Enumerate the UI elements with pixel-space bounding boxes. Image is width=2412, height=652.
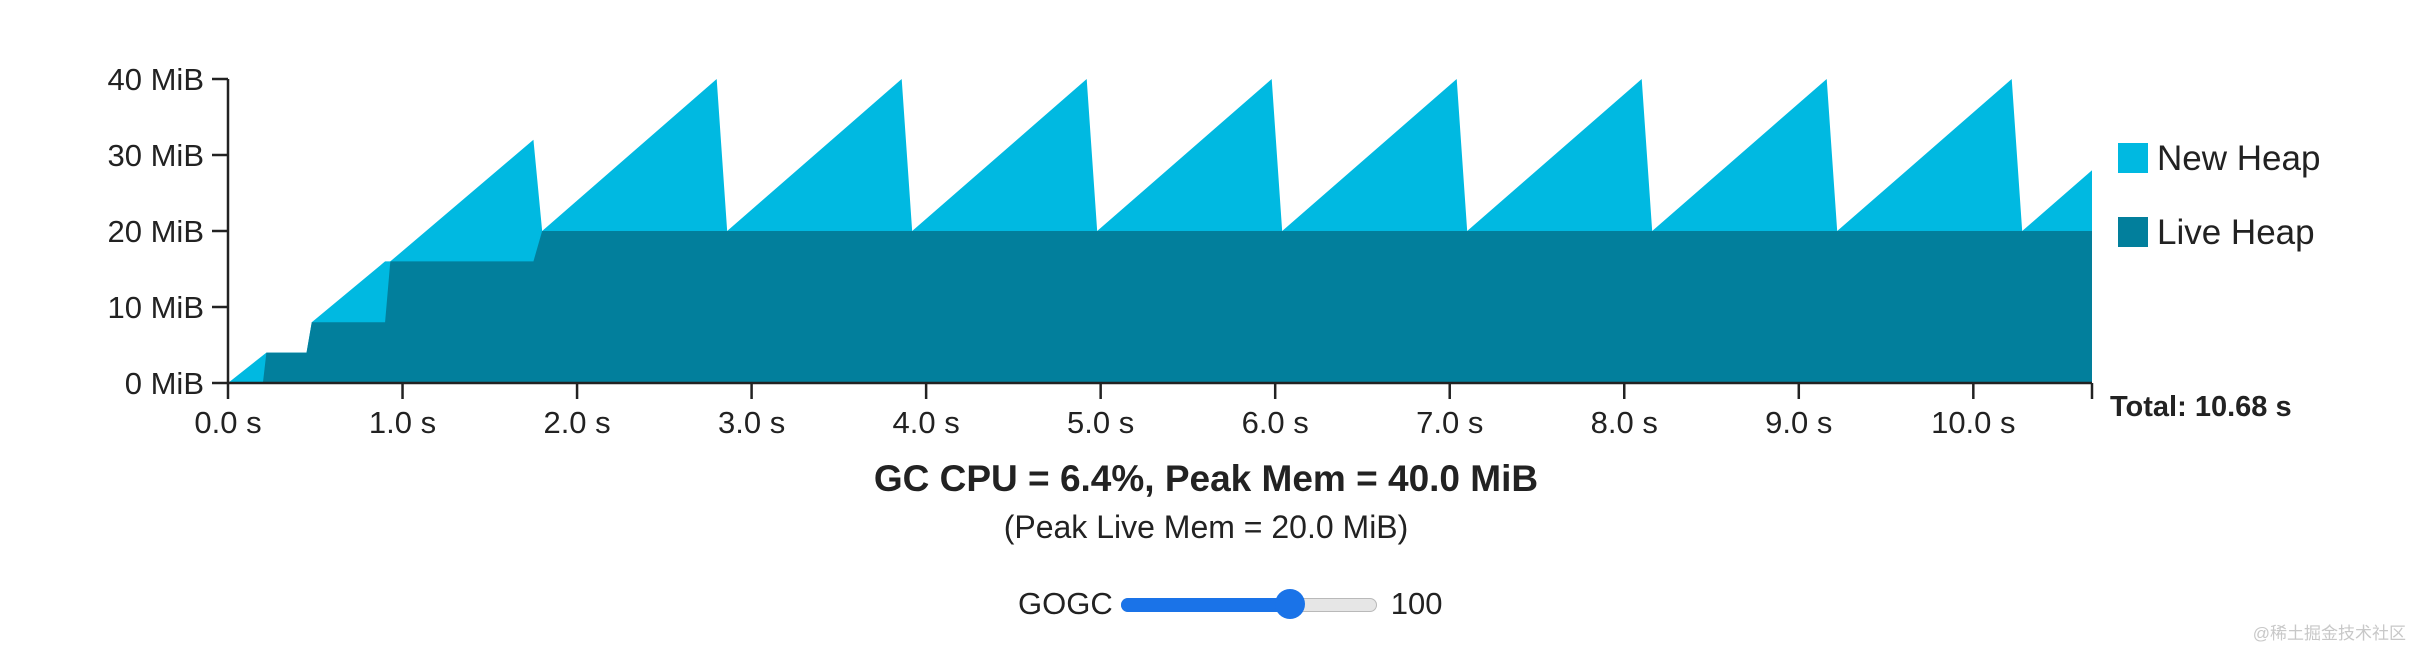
gogc-label: GOGC: [1018, 586, 1113, 621]
y-tick-label: 40 MiB: [108, 62, 204, 97]
legend-swatch-new-heap: [2118, 143, 2148, 173]
x-tick-label: 2.0 s: [543, 405, 610, 440]
heap-chart: 0 MiB 10 MiB 20 MiB 30 MiB 40 MiB 0.0 s 1.0 s…: [108, 62, 2321, 440]
y-axis: 0 MiB 10 MiB 20 MiB 30 MiB 40 MiB: [108, 62, 230, 401]
live-heap-area: [228, 231, 2092, 383]
y-tick-label: 10 MiB: [108, 290, 204, 325]
watermark: @稀土掘金技术社区: [2252, 624, 2406, 643]
gogc-slider-thumb[interactable]: [1274, 589, 1305, 619]
x-axis: 0.0 s 1.0 s 2.0 s 3.0 s 4.0 s 5.0 s 6.0 s 7.0 s…: [194, 381, 2094, 440]
x-tick-label: 0.0 s: [194, 405, 261, 440]
gogc-control: GOGC 100: [1018, 582, 1442, 626]
x-tick-label: 4.0 s: [893, 405, 960, 440]
total-time-label: Total: 10.68 s: [2110, 391, 2292, 423]
y-tick-label: 20 MiB: [108, 214, 204, 249]
plot-areas: [228, 79, 2092, 383]
peak-live-mem-summary: (Peak Live Mem = 20.0 MiB): [1003, 509, 1409, 545]
gc-summary: GC CPU = 6.4%, Peak Mem = 40.0 MiB: [873, 458, 1539, 499]
legend-label-live-heap: Live Heap: [2157, 213, 2315, 252]
x-tick-label: 9.0 s: [1765, 405, 1832, 440]
gogc-value: 100: [1390, 586, 1443, 621]
y-tick-label: 30 MiB: [108, 138, 204, 173]
x-tick-label: 3.0 s: [718, 405, 785, 440]
y-tick-label: 0 MiB: [125, 366, 204, 401]
x-tick-label: 10.0 s: [1931, 405, 2015, 440]
gogc-slider-fill: [1120, 598, 1290, 612]
legend-swatch-live-heap: [2118, 217, 2148, 247]
legend-label-new-heap: New Heap: [2157, 139, 2320, 178]
x-tick-label: 6.0 s: [1242, 405, 1309, 440]
legend: New Heap Live Heap: [2118, 139, 2320, 252]
x-tick-label: 7.0 s: [1416, 405, 1483, 440]
x-tick-label: 5.0 s: [1067, 405, 1134, 440]
x-tick-label: 1.0 s: [369, 405, 436, 440]
gogc-slider[interactable]: [1120, 589, 1377, 619]
x-tick-label: 8.0 s: [1591, 405, 1658, 440]
